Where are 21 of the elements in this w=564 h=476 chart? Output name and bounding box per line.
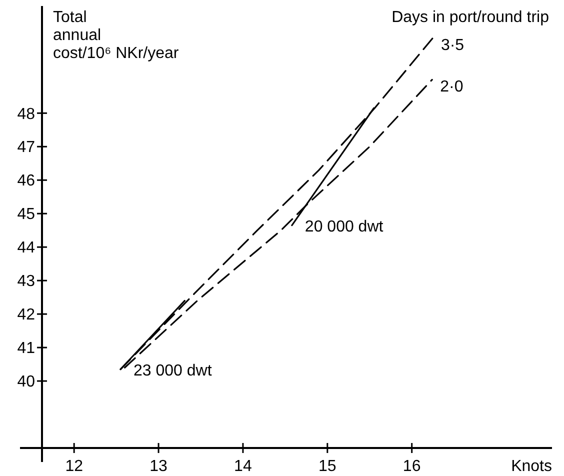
series-label: 3·5 <box>440 36 464 54</box>
annotation: 20 000 dwt <box>304 218 384 236</box>
y-tick-label: 46 <box>17 172 36 190</box>
legend-title: Days in port/round trip <box>392 9 550 26</box>
y-tick-label: 47 <box>17 139 36 156</box>
x-tick-label: 16 <box>402 458 421 475</box>
y-tick-label: 41 <box>17 340 36 358</box>
x-tick-label: 13 <box>150 458 168 475</box>
annotation: 23 000 dwt <box>134 362 212 380</box>
x-tick-label: 14 <box>234 458 252 475</box>
y-tick-label: 45 <box>17 206 36 224</box>
x-tick-label: 12 <box>65 458 84 475</box>
x-tick-label: 15 <box>318 458 336 475</box>
y-tick-label: 43 <box>17 273 36 290</box>
series-label: 2·0 <box>440 78 464 96</box>
y-tick-label: 44 <box>17 240 36 257</box>
y-axis-title: Total annual cost/10⁶ NKr/year <box>53 9 180 62</box>
y-tick-label: 40 <box>17 374 36 391</box>
y-tick-label: 48 <box>17 106 36 123</box>
y-tick-label: 42 <box>17 306 36 324</box>
x-axis-title: Knots <box>511 458 552 475</box>
